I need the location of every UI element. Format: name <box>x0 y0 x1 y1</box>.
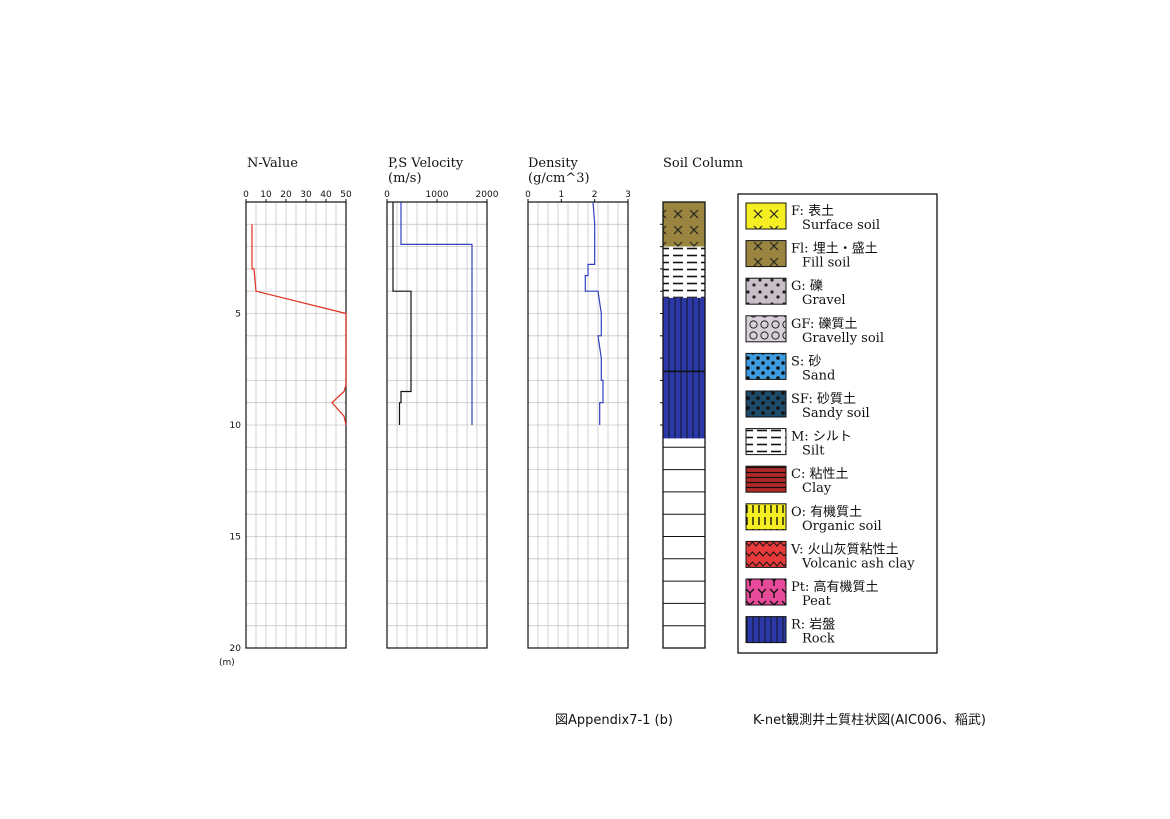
series-line-0 <box>584 201 604 425</box>
plot-frame <box>527 201 629 649</box>
series-line-0 <box>251 224 347 426</box>
x-tick-label: 0 <box>243 190 249 200</box>
legend-swatch-pattern <box>746 353 786 380</box>
x-tick-label: 2000 <box>476 190 499 200</box>
x-tick-label: 3 <box>625 190 631 200</box>
legend-code-label: V: 火山灰質粘性土 <box>790 542 899 557</box>
figure-caption: K-net観測井土質柱状図(AIC006、稲武) <box>753 713 986 728</box>
soil-column-title: Soil Column <box>663 156 744 171</box>
x-tick-label: 0 <box>525 190 531 200</box>
legend-code-label: O: 有機質土 <box>791 505 862 520</box>
legend-english-label: Gravel <box>802 293 846 308</box>
legend-english-label: Silt <box>802 444 825 459</box>
y-tick-label: 15 <box>230 533 241 543</box>
legend-english-label: Volcanic ash clay <box>801 556 915 571</box>
soil-layer-pattern <box>663 202 705 247</box>
y-tick-label: 20 <box>230 644 242 654</box>
x-tick-label: 20 <box>280 190 292 200</box>
legend-code-label: SF: 砂質土 <box>791 392 856 407</box>
legend-english-label: Sand <box>802 368 835 383</box>
soil-column <box>660 201 706 649</box>
legend-code-label: M: シルト <box>791 430 852 445</box>
legend-english-label: Organic soil <box>802 519 882 534</box>
plot-panels: 0 10 20 30 40 50 5 10 15 20 0 1000 2000 0 1 2 3 <box>230 190 631 654</box>
panel-1: 0 1000 2000 <box>384 190 499 649</box>
x-tick-label: 0 <box>384 190 390 200</box>
legend-swatch-pattern <box>746 391 786 417</box>
velocity-title: P,S Velocity <box>388 156 464 171</box>
legend-swatch-pattern <box>746 315 786 342</box>
legend-english-label: Surface soil <box>802 218 880 233</box>
legend-english-label: Sandy soil <box>802 406 870 421</box>
x-tick-label: 40 <box>320 190 332 200</box>
series-line-1 <box>400 202 473 425</box>
legend-swatch-pattern <box>746 466 786 493</box>
legend-swatch-pattern <box>746 616 786 643</box>
legend-english-label: Clay <box>802 481 832 496</box>
depth-unit: (m) <box>219 658 235 668</box>
x-tick-label: 30 <box>300 190 312 200</box>
legend-frame <box>737 193 938 654</box>
legend-english-label: Fill soil <box>802 256 850 271</box>
legend-english-label: Rock <box>802 632 835 647</box>
legend-swatch-pattern <box>746 278 786 305</box>
density-unit: (g/cm^3) <box>528 171 590 186</box>
legend-code-label: F: 表土 <box>791 204 834 219</box>
soil-layer-pattern <box>663 246 705 298</box>
legend-swatch-pattern <box>746 579 786 605</box>
x-tick-label: 1 <box>558 190 564 200</box>
x-tick-label: 2 <box>592 190 598 200</box>
legend-swatch-pattern <box>746 541 786 568</box>
x-tick-label: 10 <box>260 190 272 200</box>
legend-code-label: Fl: 埋土・盛土 <box>791 242 878 257</box>
figure-number: 図Appendix7-1 (b) <box>555 713 673 728</box>
velocity-unit: (m/s) <box>388 171 422 186</box>
legend-code-label: G: 礫 <box>791 278 823 294</box>
legend-swatch-pattern <box>746 428 786 455</box>
density-title: Density <box>528 156 579 171</box>
panel-2: 0 1 2 3 <box>525 190 631 649</box>
column-frame <box>662 201 706 649</box>
legend-code-label: S: 砂 <box>791 354 821 369</box>
x-tick-label: 1000 <box>426 190 449 200</box>
legend-swatch-pattern <box>746 240 786 267</box>
legend-swatch-pattern <box>746 503 786 530</box>
nvalue-title: N-Value <box>247 156 298 171</box>
legend-english-label: Peat <box>802 594 832 609</box>
panel-0: 0 10 20 30 40 50 5 10 15 20 <box>230 190 352 654</box>
legend-code-label: R: 岩盤 <box>791 618 835 633</box>
legend-english-label: Gravelly soil <box>802 331 884 346</box>
soil-layer-pattern <box>663 297 705 439</box>
x-tick-label: 50 <box>340 190 352 200</box>
legend-swatch-pattern <box>746 203 786 229</box>
y-tick-label: 10 <box>230 421 242 431</box>
legend-code-label: GF: 礫質土 <box>791 316 857 332</box>
legend-code-label: Pt: 高有機質土 <box>791 579 878 595</box>
legend-code-label: C: 粘性土 <box>791 467 848 482</box>
series-line-0 <box>392 202 412 425</box>
y-tick-label: 5 <box>235 310 241 320</box>
